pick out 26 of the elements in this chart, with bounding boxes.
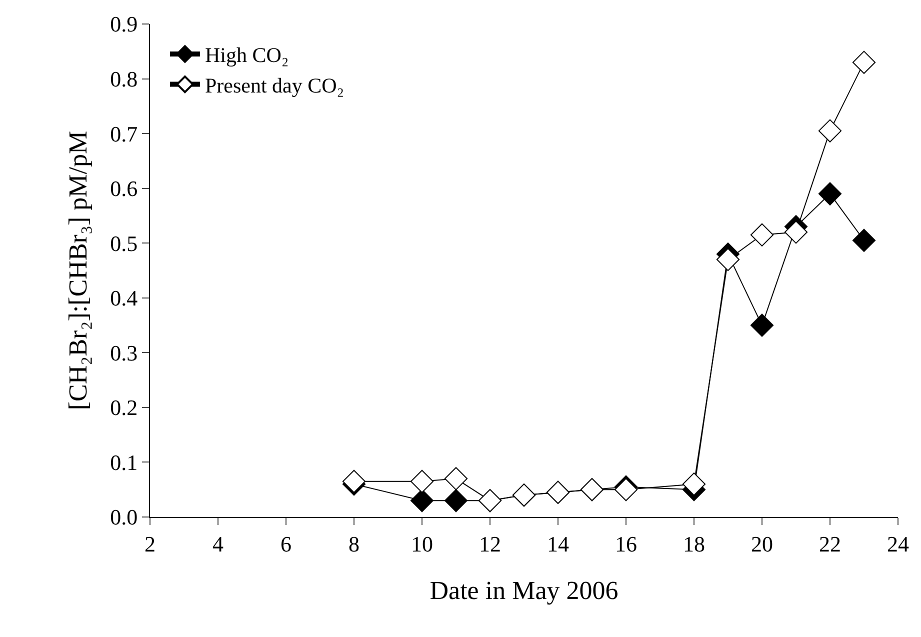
x-tick-label: 8 <box>348 531 360 556</box>
y-tick-label: 0.4 <box>110 286 138 311</box>
x-tick-label: 6 <box>280 531 292 556</box>
y-tick-label: 0.3 <box>110 340 138 366</box>
legend-label: Present day CO₂ <box>204 74 344 98</box>
x-axis-title: Date in May 2006 <box>430 576 618 606</box>
y-tick-label: 0.6 <box>110 176 138 202</box>
x-tick-label: 10 <box>411 531 433 556</box>
x-tick-label: 18 <box>683 531 705 556</box>
y-tick-label: 0.9 <box>110 12 138 37</box>
x-tick-label: 22 <box>819 531 841 556</box>
x-tick-label: 14 <box>547 531 569 556</box>
x-tick-label: 12 <box>479 531 501 556</box>
y-tick-label: 0.0 <box>110 504 138 530</box>
y-tick-label: 0.8 <box>110 66 138 92</box>
x-tick-label: 2 <box>144 531 156 556</box>
y-axis-title: [CH₂Br₂]:[CHBr₃] pM/pM <box>64 130 92 410</box>
y-tick-label: 0.2 <box>110 395 138 420</box>
y-tick-label: 0.1 <box>110 450 138 475</box>
x-tick-label: 24 <box>887 531 909 556</box>
x-tick-label: 20 <box>751 531 773 556</box>
y-tick-label: 0.7 <box>110 121 138 146</box>
legend-label: High CO₂ <box>204 43 289 68</box>
x-tick-label: 16 <box>615 531 637 556</box>
y-tick-label: 0.5 <box>110 230 138 256</box>
x-tick-label: 4 <box>212 531 224 556</box>
